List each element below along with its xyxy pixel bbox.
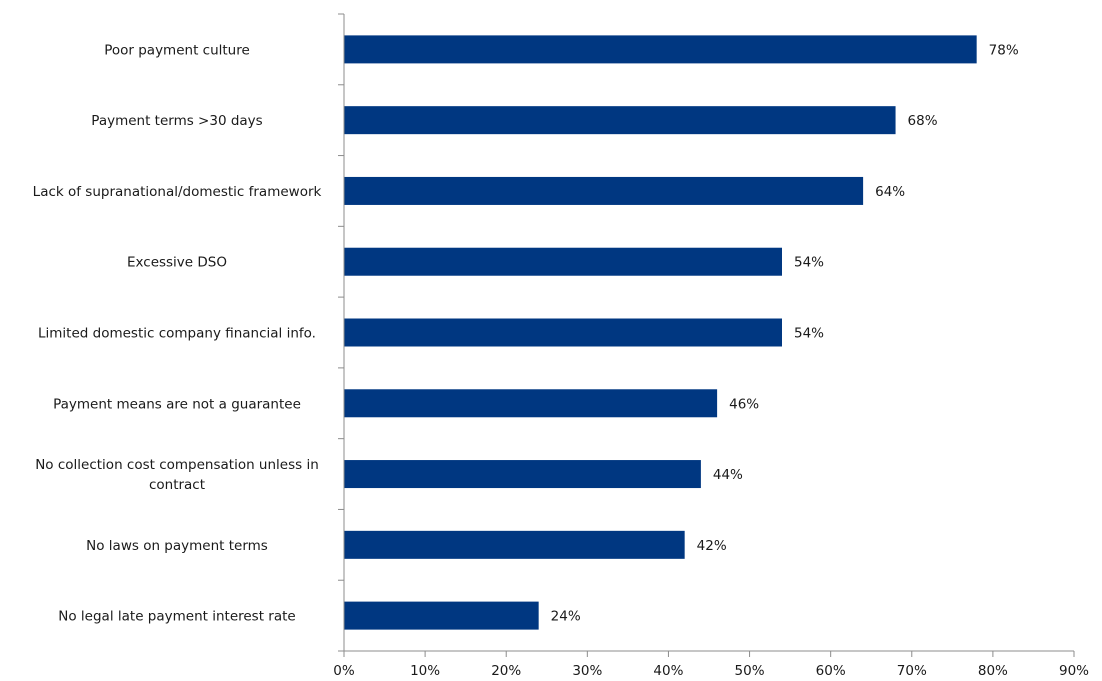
- category-label-line: Poor payment culture: [104, 42, 250, 58]
- bars-layer: [344, 35, 977, 630]
- bar-value-label: 68%: [908, 113, 938, 129]
- axes-layer: [338, 13, 1075, 657]
- category-label-line: Payment means are not a guarantee: [53, 396, 301, 412]
- x-tick-label: 20%: [491, 663, 521, 679]
- bar: [344, 460, 701, 489]
- bar: [344, 35, 977, 64]
- x-tick-label: 40%: [653, 663, 683, 679]
- category-label: Poor payment culture: [104, 42, 250, 58]
- bar: [344, 106, 896, 135]
- bar: [344, 318, 782, 347]
- category-label-line: No legal late payment interest rate: [58, 609, 295, 625]
- bar-value-label: 54%: [794, 326, 824, 342]
- bar-value-label: 64%: [875, 184, 905, 200]
- category-label: Lack of supranational/domestic framework: [33, 184, 322, 200]
- category-label: No legal late payment interest rate: [58, 609, 295, 625]
- category-label-line: Limited domestic company financial info.: [38, 326, 316, 342]
- category-label: Excessive DSO: [127, 255, 227, 271]
- category-label: Limited domestic company financial info.: [38, 326, 316, 342]
- bar: [344, 530, 685, 559]
- category-label-line: Lack of supranational/domestic framework: [33, 184, 322, 200]
- bar-value-label: 44%: [713, 467, 743, 483]
- x-tick-label: 60%: [816, 663, 846, 679]
- bar: [344, 601, 539, 630]
- category-label-line: No laws on payment terms: [86, 538, 268, 554]
- labels-layer: 78% Poor payment culture 68% Payment terms …: [33, 42, 1089, 679]
- category-label: Payment means are not a guarantee: [53, 396, 301, 412]
- category-label: No collection cost compensation unless i…: [35, 457, 319, 493]
- bar-value-label: 46%: [729, 396, 759, 412]
- bar-value-label: 42%: [697, 538, 727, 554]
- x-tick-label: 80%: [978, 663, 1008, 679]
- x-tick-label: 0%: [333, 663, 355, 679]
- bar: [344, 389, 718, 418]
- category-label-line: contract: [149, 477, 205, 493]
- bar: [344, 176, 864, 205]
- category-label-line: Payment terms >30 days: [91, 113, 262, 129]
- bar-value-label: 24%: [551, 609, 581, 625]
- bar: [344, 247, 782, 276]
- x-tick-label: 10%: [410, 663, 440, 679]
- category-label: Payment terms >30 days: [91, 113, 262, 129]
- x-tick-label: 50%: [735, 663, 765, 679]
- category-label: No laws on payment terms: [86, 538, 268, 554]
- bar-value-label: 54%: [794, 255, 824, 271]
- x-tick-label: 30%: [572, 663, 602, 679]
- x-tick-label: 70%: [897, 663, 927, 679]
- category-label-line: No collection cost compensation unless i…: [35, 457, 319, 473]
- category-label-line: Excessive DSO: [127, 255, 227, 271]
- x-tick-label: 90%: [1059, 663, 1089, 679]
- bar-value-label: 78%: [989, 42, 1019, 58]
